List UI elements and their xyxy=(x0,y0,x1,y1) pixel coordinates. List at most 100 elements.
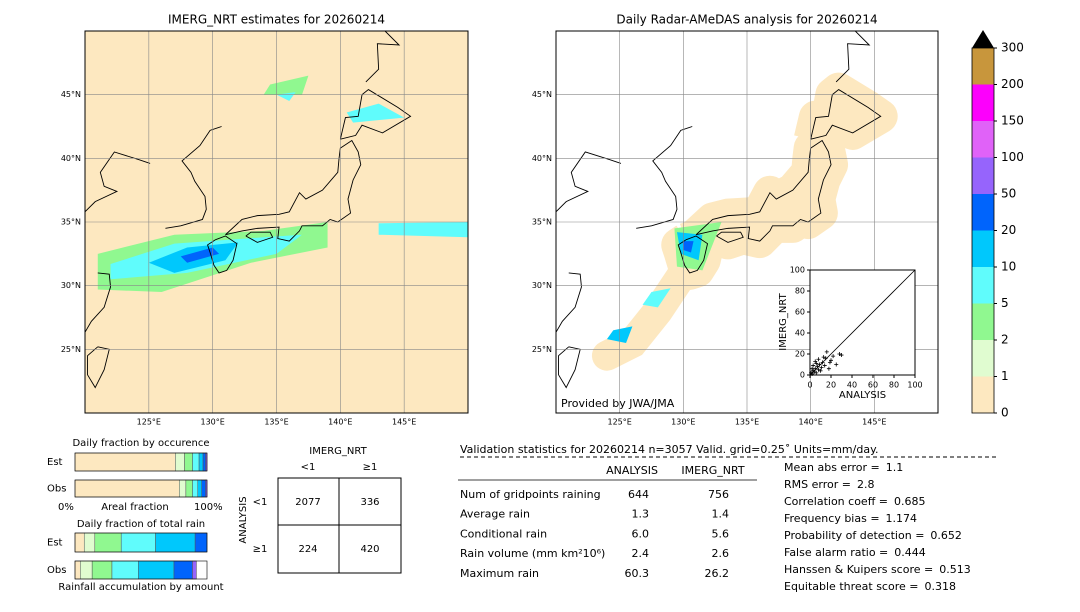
x-tick-label: 40 xyxy=(847,381,857,390)
colorbar-segment xyxy=(972,376,994,413)
scatter-point xyxy=(839,353,844,358)
colorbar-segment xyxy=(972,194,994,231)
x-tick-label: 0 xyxy=(807,381,812,390)
coastline xyxy=(636,126,693,229)
score-label: RMS error = xyxy=(784,478,851,491)
x-tick-label: 100 xyxy=(907,381,922,390)
colorbar-segment xyxy=(972,157,994,194)
y-tick-label: 30°N xyxy=(532,281,552,290)
scatter-point xyxy=(816,357,821,362)
coastline xyxy=(245,231,274,243)
fraction-segment xyxy=(91,560,113,580)
y-axis-label: IMERG_NRT xyxy=(778,292,789,350)
coastline xyxy=(225,139,362,242)
map-frame xyxy=(84,30,469,414)
table-cell: 336 xyxy=(360,497,379,508)
coastline xyxy=(207,235,238,274)
scatter-point xyxy=(815,364,820,369)
x-tick-label: 140°E xyxy=(799,418,823,427)
score-value: 1.1 xyxy=(886,461,904,474)
fraction-segment xyxy=(74,479,180,498)
fraction-segment xyxy=(155,532,196,553)
score-value: 0.318 xyxy=(924,580,956,593)
table-cell: 420 xyxy=(360,544,379,555)
x-tick-label: 125°E xyxy=(137,418,161,427)
y-tick-label: 40 xyxy=(795,329,805,338)
y-tick-label: 40°N xyxy=(61,154,81,163)
colorbar-tick-label: 5 xyxy=(1001,296,1009,310)
coverage xyxy=(704,215,761,260)
coastline xyxy=(810,89,882,140)
table-cell: 2077 xyxy=(295,497,320,508)
coastline xyxy=(556,272,582,334)
score-label: Correlation coeff = xyxy=(784,495,888,508)
rain-area xyxy=(346,103,405,123)
scatter-point xyxy=(810,366,815,371)
row-label: <1 xyxy=(253,497,268,508)
score-label: Hanssen & Kuipers score = xyxy=(784,563,933,576)
score-label: Equitable threat score = xyxy=(784,580,918,593)
coastline xyxy=(165,126,222,229)
score: RMS error = 2.8 xyxy=(784,478,874,491)
score: Frequency bias = 1.174 xyxy=(784,512,917,525)
scatter-point xyxy=(820,360,825,365)
scatter-point xyxy=(837,352,842,356)
row-title: ANALYSIS xyxy=(238,496,249,543)
score-label: Frequency bias = xyxy=(784,512,880,525)
colorbar-segment xyxy=(972,121,994,158)
stats-value: 26.2 xyxy=(705,567,730,580)
colorbar-tick-label: 200 xyxy=(1001,77,1024,91)
colorbar-segment xyxy=(972,84,994,121)
x-tick-label: 135°E xyxy=(735,418,759,427)
score: Mean abs error = 1.1 xyxy=(784,461,903,474)
score: Hanssen & Kuipers score = 0.513 xyxy=(784,563,971,576)
scatter-point xyxy=(817,362,822,367)
fraction-segment xyxy=(111,560,139,580)
fraction-segment xyxy=(185,479,193,498)
y-tick-label: 45°N xyxy=(532,90,552,99)
axis-label: Areal fraction xyxy=(101,502,168,513)
stats-value: 644 xyxy=(628,488,649,501)
scatter-point xyxy=(814,370,819,375)
y-tick-label: 40°N xyxy=(532,154,552,163)
coastline xyxy=(716,231,744,243)
x-tick-label: 130°E xyxy=(671,418,695,427)
diagonal xyxy=(809,269,916,376)
coastline xyxy=(695,139,832,242)
y-tick-label: 45°N xyxy=(61,90,81,99)
coastline xyxy=(677,235,709,274)
coastline xyxy=(85,272,111,334)
x-axis-label: ANALYSIS xyxy=(839,390,886,401)
colorbar-tick-label: 150 xyxy=(1001,114,1024,128)
stats-value: 2.4 xyxy=(632,547,650,560)
stats-value: 5.6 xyxy=(712,527,730,540)
stats-label: Maximum rain xyxy=(460,567,539,580)
stats-title: Validation statistics for 20260214 n=305… xyxy=(460,443,879,456)
coastline xyxy=(339,89,412,140)
scatter-point xyxy=(821,355,826,360)
y-tick-label: 0 xyxy=(800,371,805,380)
stats-header: IMERG_NRT xyxy=(681,464,744,477)
stats-header: ANALYSIS xyxy=(606,464,658,477)
stats-value: 1.4 xyxy=(712,508,730,521)
y-tick-label: 60 xyxy=(795,308,805,317)
x-tick-label: 80 xyxy=(889,381,899,390)
x-tick-label: 130°E xyxy=(201,418,225,427)
coverage xyxy=(794,72,898,156)
y-tick-label: 30°N xyxy=(61,281,81,290)
x-tick-label: 60 xyxy=(868,381,878,390)
stats-label: Num of gridpoints raining xyxy=(460,488,601,501)
scatter-point xyxy=(834,362,839,367)
table-title: IMERG_NRT xyxy=(309,446,367,457)
panel-title: Daily fraction by occurence xyxy=(72,438,209,449)
x-tick-label: 145°E xyxy=(862,418,886,427)
stats-label: Conditional rain xyxy=(460,527,547,540)
stats-value: 60.3 xyxy=(625,567,650,580)
scatter-point xyxy=(831,354,836,359)
fraction-segment xyxy=(74,532,85,553)
scatter-point xyxy=(814,361,819,366)
score-value: 1.174 xyxy=(886,512,918,525)
scatter-point xyxy=(816,367,821,372)
colorbar-tick-label: 0 xyxy=(1001,406,1009,420)
